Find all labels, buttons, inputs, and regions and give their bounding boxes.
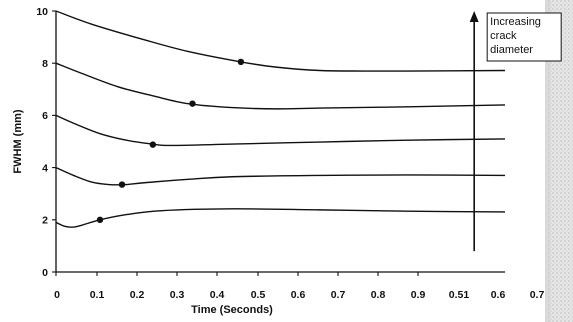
x-tick-label-0: 0 [54, 289, 60, 301]
x-tick-label-5: 0.5 [251, 289, 266, 301]
x-tick-label-6: 0.6 [291, 289, 306, 301]
x-tick-label-7: 0.7 [331, 289, 346, 301]
x-tick-label-9: 0.9 [411, 289, 426, 301]
x-tick-label-4: 0.4 [210, 289, 225, 301]
series-line-1 [55, 208, 506, 228]
annotation-box [486, 12, 562, 62]
y-tick-label-2: 2 [42, 215, 48, 227]
scanned-page-edge-shade [545, 0, 551, 322]
x-tick-label-12: 0.7 [530, 289, 545, 301]
y-tick-label-0: 0 [42, 267, 48, 279]
x-tick-label-10: 0.51 [449, 289, 470, 301]
y-tick-label-8: 8 [42, 58, 48, 70]
series-line-4 [55, 62, 506, 110]
x-tick-label-11: 0.6 [491, 289, 506, 301]
data-marker-5 [237, 58, 245, 66]
series-line-2 [55, 166, 506, 186]
data-marker-3 [149, 141, 157, 148]
y-tick-label-6: 6 [42, 110, 48, 122]
x-tick-label-3: 0.3 [170, 289, 185, 301]
annotation-arrow-head [469, 11, 479, 22]
y-tick-label-10: 10 [36, 6, 48, 18]
data-marker-4 [189, 100, 196, 107]
annotation-line-1: Increasing [490, 16, 541, 28]
x-tick-label-1: 0.1 [90, 289, 105, 301]
y-tick-label-4: 4 [42, 162, 48, 174]
x-axis-title: Time (Seconds) [191, 304, 273, 316]
series-line-3 [55, 114, 506, 147]
data-marker-1 [96, 216, 104, 223]
data-marker-2 [118, 181, 126, 188]
y-axis-title: FWHM (mm) [12, 109, 24, 173]
annotation-line-3: diameter [490, 44, 533, 56]
series-line-5 [55, 10, 506, 72]
annotation-line-2: crack [490, 30, 517, 42]
x-tick-label-8: 0.8 [371, 289, 386, 301]
x-tick-label-2: 0.2 [130, 289, 145, 301]
